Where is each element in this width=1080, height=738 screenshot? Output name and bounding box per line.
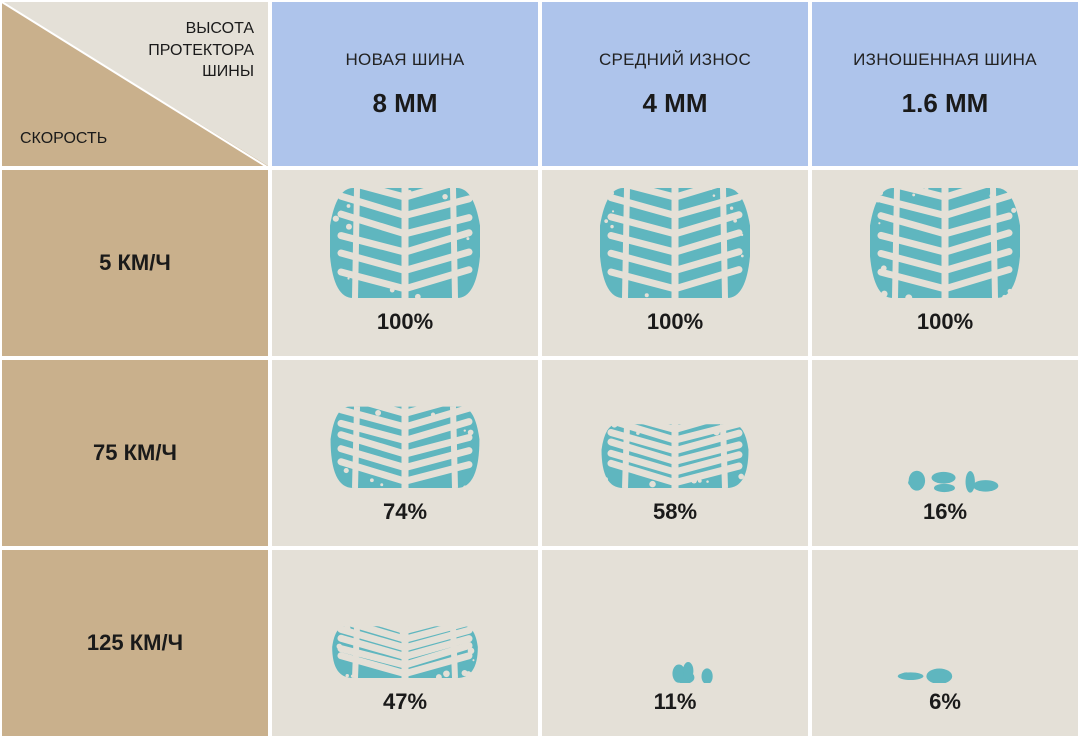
- corner-top-line3: ШИНЫ: [202, 63, 254, 80]
- col-value: 8 ММ: [373, 88, 438, 119]
- col-value: 1.6 ММ: [902, 88, 989, 119]
- row-label: 5 КМ/Ч: [99, 250, 171, 276]
- corner-top-line2: ПРОТЕКТОРА: [148, 42, 254, 59]
- data-cell-0-2: 100%: [810, 168, 1080, 358]
- percent-label: 100%: [917, 309, 973, 335]
- tread-icon: [330, 563, 480, 683]
- data-cell-2-1: 11%: [540, 548, 810, 738]
- row-header-0: 5 КМ/Ч: [0, 168, 270, 358]
- data-cell-1-0: 74%: [270, 358, 540, 548]
- tread-icon: [600, 563, 750, 683]
- data-cell-0-0: 100%: [270, 168, 540, 358]
- row-label: 75 КМ/Ч: [93, 440, 177, 466]
- col-header-1: СРЕДНИЙ ИЗНОС 4 ММ: [540, 0, 810, 168]
- col-header-0: НОВАЯ ШИНА 8 ММ: [270, 0, 540, 168]
- corner-top-label: ВЫСОТА ПРОТЕКТОРА ШИНЫ: [148, 18, 254, 83]
- percent-label: 11%: [654, 689, 697, 715]
- percent-label: 74%: [383, 499, 427, 525]
- percent-label: 16%: [923, 499, 967, 525]
- col-header-2: ИЗНОШЕННАЯ ШИНА 1.6 ММ: [810, 0, 1080, 168]
- tread-icon: [600, 373, 750, 493]
- corner-header: ВЫСОТА ПРОТЕКТОРА ШИНЫ СКОРОСТЬ: [0, 0, 270, 168]
- percent-label: 47%: [383, 689, 427, 715]
- data-cell-2-0: 47%: [270, 548, 540, 738]
- col-title: ИЗНОШЕННАЯ ШИНА: [853, 50, 1037, 70]
- tread-icon: [330, 183, 480, 303]
- percent-label: 58%: [653, 499, 697, 525]
- data-cell-2-2: 6%: [810, 548, 1080, 738]
- col-title: СРЕДНИЙ ИЗНОС: [599, 50, 751, 70]
- tread-icon: [870, 373, 1020, 493]
- col-title: НОВАЯ ШИНА: [345, 50, 464, 70]
- col-value: 4 ММ: [643, 88, 708, 119]
- tire-contact-grid: ВЫСОТА ПРОТЕКТОРА ШИНЫ СКОРОСТЬ НОВАЯ ШИ…: [0, 0, 1080, 738]
- row-header-2: 125 КМ/Ч: [0, 548, 270, 738]
- tread-icon: [870, 563, 1020, 683]
- percent-label: 100%: [377, 309, 433, 335]
- data-cell-1-2: 16%: [810, 358, 1080, 548]
- tread-icon: [330, 373, 480, 493]
- corner-bottom-label: СКОРОСТЬ: [20, 130, 107, 148]
- tread-icon: [870, 183, 1020, 303]
- data-cell-0-1: 100%: [540, 168, 810, 358]
- percent-label: 6%: [929, 689, 961, 715]
- row-label: 125 КМ/Ч: [87, 630, 183, 656]
- corner-top-line1: ВЫСОТА: [186, 20, 254, 37]
- data-cell-1-1: 58%: [540, 358, 810, 548]
- tread-icon: [600, 183, 750, 303]
- row-header-1: 75 КМ/Ч: [0, 358, 270, 548]
- percent-label: 100%: [647, 309, 703, 335]
